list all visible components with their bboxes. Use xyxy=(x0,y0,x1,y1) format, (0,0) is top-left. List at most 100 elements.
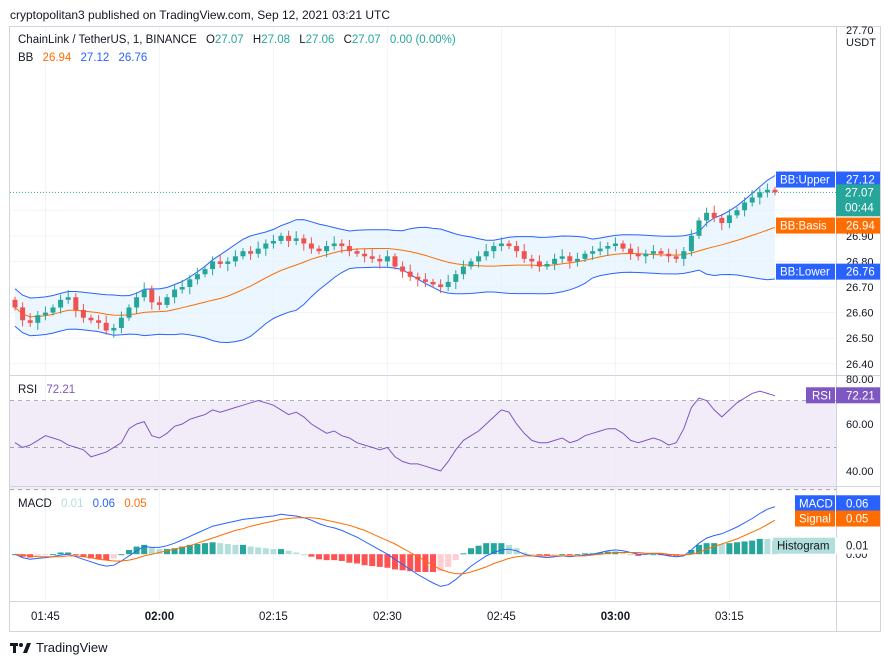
bb-lower-value: 26.76 xyxy=(846,267,875,279)
macd-histogram-bar xyxy=(72,554,79,556)
candle-up xyxy=(726,215,732,224)
candle-up xyxy=(468,261,474,267)
candle-up xyxy=(331,243,337,247)
candle-up xyxy=(58,299,64,308)
macd-histogram-bar xyxy=(308,554,315,557)
macd-histogram-bar xyxy=(247,546,254,555)
candle-up xyxy=(590,251,596,254)
macd-legend[interactable]: MACD 0.01 0.06 0.05 xyxy=(18,498,153,510)
candle-up xyxy=(255,248,261,254)
macd-histogram-bar xyxy=(475,545,482,555)
price-tick-label: 26.60 xyxy=(846,308,874,320)
candle-up xyxy=(65,297,71,300)
macd-histogram-bar xyxy=(194,544,201,555)
macd-histogram-bar xyxy=(103,554,110,561)
countdown-value: 00:44 xyxy=(845,202,874,214)
bb-lower-value-tag xyxy=(836,263,880,280)
candle-down xyxy=(362,253,368,257)
candle-down xyxy=(354,251,360,254)
candle-down xyxy=(422,279,428,282)
macd-histogram-bar xyxy=(741,541,748,555)
candle-up xyxy=(696,220,702,236)
histogram-value-tag xyxy=(836,537,880,554)
time-tick-label: 01:45 xyxy=(31,611,60,623)
rsi-legend[interactable]: RSI 72.21 xyxy=(18,384,81,396)
rsi-tick-label: 60.00 xyxy=(846,419,874,431)
macd-histogram-bar xyxy=(407,554,414,572)
macd-histogram-bar xyxy=(650,554,657,556)
macd-histogram-bar xyxy=(734,542,740,555)
macd-histogram-bar xyxy=(186,544,193,555)
candle-up xyxy=(384,256,390,262)
close-value: 27.07 xyxy=(351,34,381,46)
macd-histogram-bar xyxy=(323,554,330,561)
macd-histogram-bar xyxy=(164,549,170,555)
symbol-name: ChainLink / TetherUS, 1, BINANCE xyxy=(18,34,197,46)
candle-up xyxy=(764,189,770,193)
candle-up xyxy=(187,279,193,287)
macd-histogram-bar xyxy=(635,554,642,556)
rsi-value: 72.21 xyxy=(846,390,875,402)
candlestick-series xyxy=(10,183,836,338)
candle-up xyxy=(681,251,687,259)
macd-histogram-bar xyxy=(232,544,239,555)
candle-down xyxy=(529,258,535,262)
candle-down xyxy=(620,243,626,249)
bb-legend[interactable]: BB 26.94 27.12 26.76 xyxy=(18,52,153,64)
histogram-name: Histogram xyxy=(777,541,829,553)
macd-histogram-bar xyxy=(574,554,581,556)
macd-histogram-bar xyxy=(528,554,535,556)
macd-histogram-bar xyxy=(756,538,763,555)
macd-histogram-bar xyxy=(559,554,566,556)
candle-down xyxy=(415,276,421,280)
candle-up xyxy=(194,274,200,280)
histogram-name-tag xyxy=(773,537,835,554)
tradingview-footer[interactable]: TradingView xyxy=(10,640,108,655)
low-label: L xyxy=(299,34,306,46)
candle-up xyxy=(460,266,466,275)
macd-histogram-bar xyxy=(361,554,368,566)
rsi-tick-label: 80.00 xyxy=(846,374,874,386)
macd-histogram-bar xyxy=(300,554,307,556)
candle-up xyxy=(111,327,117,331)
macd-histogram-bar xyxy=(179,546,186,555)
candle-up xyxy=(498,243,504,247)
macd-histogram-bar xyxy=(764,538,771,555)
candle-up xyxy=(225,261,231,264)
macd-histogram-bar xyxy=(749,540,756,555)
macd-histogram-bar xyxy=(270,549,277,555)
candle-down xyxy=(88,317,94,321)
macd-histogram-bar xyxy=(346,554,353,563)
macd-histogram-bar xyxy=(711,543,718,555)
candle-up xyxy=(126,307,132,318)
candle-up xyxy=(574,258,580,262)
bb-legend-basis: 26.94 xyxy=(42,52,72,64)
candle-down xyxy=(514,246,520,252)
bb-legend-lower: 26.76 xyxy=(118,52,148,64)
symbol-legend[interactable]: ChainLink / TetherUS, 1, BINANCE O27.07 … xyxy=(18,34,462,46)
macd-histogram-bar xyxy=(688,549,695,555)
candle-down xyxy=(772,189,778,193)
macd-histogram-bar xyxy=(126,549,132,555)
candle-up xyxy=(293,238,299,241)
bb-upper-value: 27.12 xyxy=(846,175,875,187)
macd-histogram-bar xyxy=(460,553,467,555)
candle-up xyxy=(582,253,588,259)
price-tick-label: 26.70 xyxy=(846,282,874,294)
histogram-value: 0.01 xyxy=(846,541,868,553)
macd-legend-macd: 0.06 xyxy=(92,498,116,510)
candle-down xyxy=(96,320,102,323)
macd-histogram-bar xyxy=(384,554,391,568)
candle-down xyxy=(217,261,223,264)
rsi-band-fill xyxy=(10,400,836,490)
candle-down xyxy=(346,246,352,252)
candle-up xyxy=(118,317,124,328)
time-tick-label: 02:00 xyxy=(145,611,174,623)
macd-histogram-bar xyxy=(468,548,474,555)
candle-up xyxy=(605,246,611,249)
chart-frame xyxy=(9,26,881,632)
rsi-legend-value: 72.21 xyxy=(46,384,76,396)
macd-histogram-bar xyxy=(240,544,246,555)
candle-up xyxy=(134,297,140,308)
